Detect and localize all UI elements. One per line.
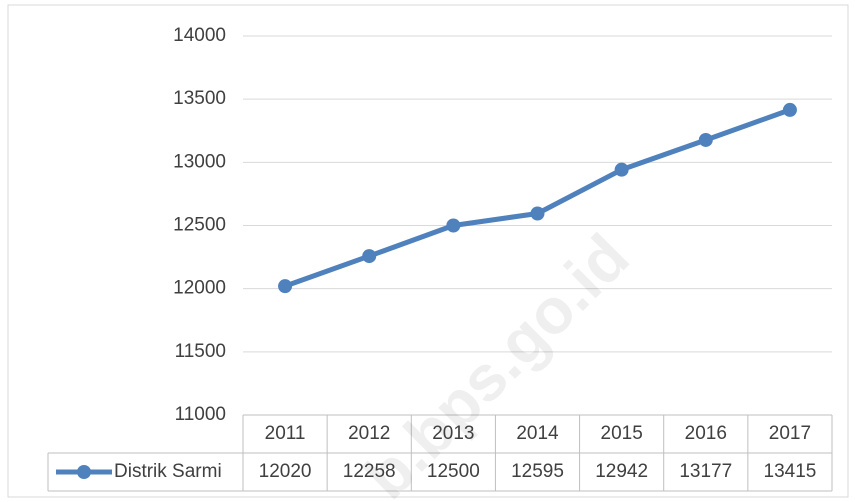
x-tick-label: 2016 [685, 423, 727, 444]
y-tick-label: 11000 [175, 404, 226, 425]
x-tick-label: 2014 [516, 423, 559, 444]
table-value: 12258 [343, 461, 396, 482]
table-value: 13177 [679, 461, 732, 482]
y-tick-label: 13500 [173, 88, 226, 109]
marker [362, 249, 377, 264]
x-tick-label: 2013 [432, 423, 474, 444]
x-tick-label: 2015 [601, 423, 643, 444]
marker [782, 102, 797, 117]
y-tick-label: 14000 [173, 25, 226, 46]
x-tick-label: 2011 [265, 423, 306, 444]
marker [278, 279, 293, 294]
marker [446, 218, 461, 233]
marker [614, 162, 629, 177]
x-tick-label: 2017 [769, 423, 811, 444]
marker [530, 206, 545, 221]
legend-marker [77, 465, 91, 479]
legend-label: Distrik Sarmi [114, 461, 222, 482]
marker [698, 132, 713, 147]
table-value: 12942 [595, 461, 648, 482]
y-tick-label: 13000 [173, 151, 226, 172]
table-value: 12595 [511, 461, 564, 482]
y-tick-label: 12500 [173, 215, 226, 236]
table-value: 12500 [427, 461, 480, 482]
y-tick-label: 11500 [175, 341, 226, 362]
table-value: 13415 [764, 461, 817, 482]
table-value: 12020 [259, 461, 312, 482]
y-tick-label: 12000 [173, 278, 226, 299]
x-tick-label: 2012 [348, 423, 390, 444]
